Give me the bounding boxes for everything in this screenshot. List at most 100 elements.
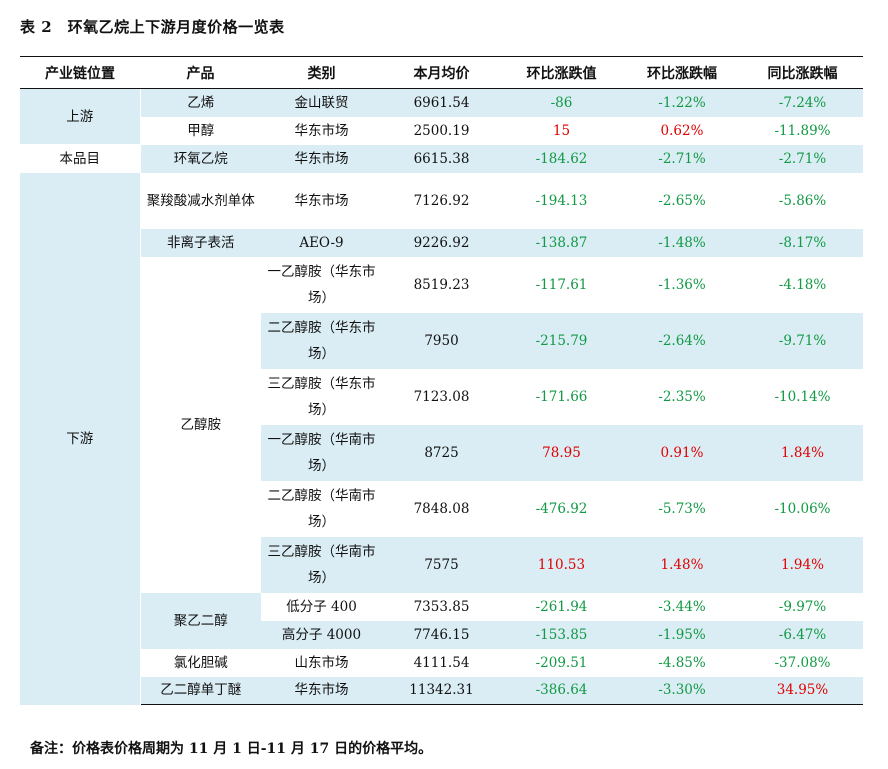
table-row: 氯化胆碱 山东市场 4111.54 -209.51 -4.85% -37.08%: [20, 648, 863, 677]
mom-value-cell: 110.53: [501, 536, 622, 593]
category-cell: 三乙醇胺（华东市场）: [261, 368, 382, 425]
price-cell: 8725: [382, 424, 501, 481]
price-table-wrapper: 产业链位置 产品 类别 本月均价 环比涨跌值 环比涨跌幅 同比涨跌幅 上游 乙烯…: [20, 56, 863, 705]
product-cell: 乙二醇单丁醚: [140, 676, 261, 705]
mom-value-cell: -138.87: [501, 228, 622, 257]
mom-pct-cell: -2.64%: [622, 312, 742, 369]
category-cell: 三乙醇胺（华南市场）: [261, 536, 382, 593]
price-cell: 6961.54: [382, 88, 501, 117]
mom-value-cell: -476.92: [501, 480, 622, 537]
header-mom-pct: 环比涨跌幅: [622, 56, 742, 89]
price-cell: 7746.15: [382, 620, 501, 649]
price-cell: 7126.92: [382, 172, 501, 229]
table-row: 聚乙二醇 低分子 400 7353.85 -261.94 -3.44% -9.9…: [20, 592, 863, 649]
product-cell: 聚羧酸减水剂单体: [140, 172, 261, 229]
price-cell: 7123.08: [382, 368, 501, 425]
category-cell: 华东市场: [261, 676, 382, 705]
mom-pct-cell: -1.22%: [622, 88, 742, 117]
table-row: 三乙醇胺（华南市场） 7575 110.53 1.48% 1.94%: [20, 536, 863, 593]
mom-pct-cell: -1.36%: [622, 256, 742, 313]
category-cell: 山东市场: [261, 648, 382, 677]
header-category: 类别: [261, 56, 382, 89]
category-cell: 金山联贸: [261, 88, 382, 117]
yoy-pct-cell: -9.71%: [742, 312, 863, 369]
mom-value-cell: -261.94: [501, 592, 622, 621]
mom-value-cell: -171.66: [501, 368, 622, 425]
mom-value-cell: -153.85: [501, 620, 622, 649]
table-row: 二乙醇胺（华南市场） 7848.08 -476.92 -5.73% -10.06…: [20, 480, 863, 537]
table-row: 二乙醇胺（华东市场） 7950 -215.79 -2.64% -9.71%: [20, 312, 863, 369]
table-row: 上游 乙烯 金山联贸 6961.54 -86 -1.22% -7.24%: [20, 88, 863, 145]
position-cell: 本品目: [20, 144, 141, 173]
mom-pct-cell: -3.44%: [622, 592, 742, 621]
price-table: 产业链位置 产品 类别 本月均价 环比涨跌值 环比涨跌幅 同比涨跌幅 上游 乙烯…: [20, 56, 863, 705]
mom-pct-cell: -5.73%: [622, 480, 742, 537]
yoy-pct-cell: -37.08%: [742, 648, 863, 677]
mom-value-cell: -209.51: [501, 648, 622, 677]
mom-pct-cell: -4.85%: [622, 648, 742, 677]
price-cell: 6615.38: [382, 144, 501, 173]
mom-pct-cell: -1.95%: [622, 620, 742, 649]
price-cell: 2500.19: [382, 116, 501, 145]
mom-pct-cell: -3.30%: [622, 676, 742, 705]
price-cell: 4111.54: [382, 648, 501, 677]
price-cell: 9226.92: [382, 228, 501, 257]
category-cell: 华东市场: [261, 172, 382, 229]
table-title: 表 2 环氧乙烷上下游月度价格一览表: [20, 18, 285, 36]
price-cell: 7848.08: [382, 480, 501, 537]
table-row: 乙二醇单丁醚 华东市场 11342.31 -386.64 -3.30% 34.9…: [20, 676, 863, 705]
mom-value-cell: 15: [501, 116, 622, 145]
category-cell: 二乙醇胺（华东市场）: [261, 312, 382, 369]
position-cell: 上游: [20, 88, 141, 145]
price-cell: 11342.31: [382, 676, 501, 705]
mom-value-cell: -184.62: [501, 144, 622, 173]
header-product: 产品: [140, 56, 261, 89]
header-yoy-pct: 同比涨跌幅: [742, 56, 863, 89]
yoy-pct-cell: -11.89%: [742, 116, 863, 145]
mom-value-cell: -117.61: [501, 256, 622, 313]
yoy-pct-cell: -10.14%: [742, 368, 863, 425]
mom-value-cell: -215.79: [501, 312, 622, 369]
product-cell: 环氧乙烷: [140, 144, 261, 173]
header-position: 产业链位置: [20, 56, 140, 89]
yoy-pct-cell: -7.24%: [742, 88, 863, 117]
product-cell: 乙醇胺: [140, 256, 261, 593]
price-cell: 8519.23: [382, 256, 501, 313]
table-row: 乙醇胺 一乙醇胺（华东市场） 8519.23 -117.61 -1.36% -4…: [20, 256, 863, 593]
yoy-pct-cell: 1.84%: [742, 424, 863, 481]
table-row: 高分子 4000 7746.15 -153.85 -1.95% -6.47%: [20, 620, 863, 649]
table-row: 一乙醇胺（华南市场） 8725 78.95 0.91% 1.84%: [20, 424, 863, 481]
yoy-pct-cell: -9.97%: [742, 592, 863, 621]
category-cell: 低分子 400: [261, 592, 382, 621]
category-cell: 一乙醇胺（华东市场）: [261, 256, 382, 313]
table-row: 甲醇 华东市场 2500.19 15 0.62% -11.89%: [20, 116, 863, 145]
price-cell: 7950: [382, 312, 501, 369]
mom-value-cell: 78.95: [501, 424, 622, 481]
yoy-pct-cell: -10.06%: [742, 480, 863, 537]
price-cell: 7353.85: [382, 592, 501, 621]
category-cell: 二乙醇胺（华南市场）: [261, 480, 382, 537]
position-cell: 下游: [20, 172, 141, 705]
category-cell: 一乙醇胺（华南市场）: [261, 424, 382, 481]
category-cell: 华东市场: [261, 144, 382, 173]
product-cell: 甲醇: [140, 116, 261, 145]
mom-pct-cell: 0.91%: [622, 424, 742, 481]
table-row: 下游 聚羧酸减水剂单体 华东市场 7126.92 -194.13 -2.65% …: [20, 172, 863, 705]
category-cell: AEO-9: [261, 228, 382, 257]
yoy-pct-cell: 1.94%: [742, 536, 863, 593]
header-row: 产业链位置 产品 类别 本月均价 环比涨跌值 环比涨跌幅 同比涨跌幅: [20, 56, 863, 89]
category-cell: 高分子 4000: [261, 620, 382, 649]
mom-pct-cell: -1.48%: [622, 228, 742, 257]
yoy-pct-cell: -6.47%: [742, 620, 863, 649]
mom-pct-cell: -2.35%: [622, 368, 742, 425]
product-cell: 氯化胆碱: [140, 648, 261, 677]
product-cell: 聚乙二醇: [140, 592, 261, 649]
yoy-pct-cell: -2.71%: [742, 144, 863, 173]
product-cell: 乙烯: [140, 88, 261, 117]
table-footnote: 备注：价格表价格周期为 11 月 1 日-11 月 17 日的价格平均。: [30, 741, 433, 757]
mom-pct-cell: 0.62%: [622, 116, 742, 145]
mom-value-cell: -86: [501, 88, 622, 117]
mom-pct-cell: -2.65%: [622, 172, 742, 229]
header-mom-value: 环比涨跌值: [501, 56, 622, 89]
table-row: 本品目 环氧乙烷 华东市场 6615.38 -184.62 -2.71% -2.…: [20, 144, 863, 173]
